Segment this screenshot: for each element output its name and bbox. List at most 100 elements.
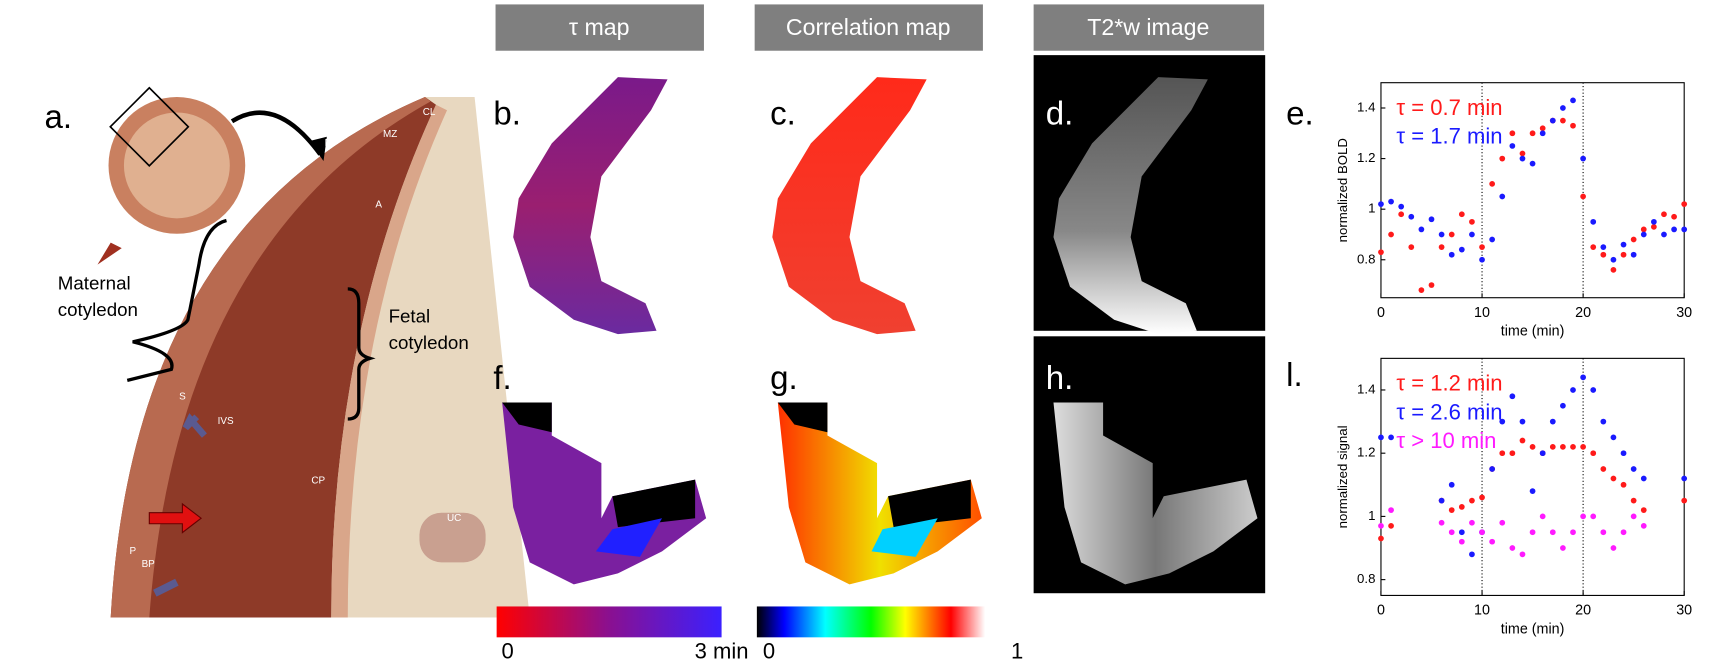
data-point bbox=[1499, 450, 1506, 457]
data-point bbox=[1489, 236, 1496, 243]
data-point bbox=[1489, 181, 1496, 187]
data-point bbox=[1529, 160, 1536, 167]
data-point bbox=[1479, 244, 1485, 250]
structure-label: CP bbox=[311, 475, 325, 486]
data-point bbox=[1408, 213, 1415, 220]
anatomy-label: cotyledon bbox=[58, 299, 138, 320]
data-point bbox=[1560, 444, 1566, 450]
data-point bbox=[1640, 475, 1647, 482]
data-point bbox=[1418, 287, 1425, 293]
data-point bbox=[1448, 529, 1455, 536]
legend-entry: τ > 10 min bbox=[1396, 428, 1496, 453]
data-point bbox=[1620, 481, 1627, 488]
data-point bbox=[1681, 226, 1688, 233]
data-point bbox=[1529, 529, 1536, 536]
data-point bbox=[1509, 393, 1516, 400]
data-point bbox=[1630, 251, 1637, 258]
data-point bbox=[1590, 450, 1597, 457]
legend-entry: τ = 1.7 min bbox=[1396, 124, 1502, 149]
x-tick-label: 20 bbox=[1575, 305, 1591, 321]
data-point bbox=[1408, 244, 1415, 250]
data-point bbox=[1549, 529, 1556, 536]
structure-label: UC bbox=[447, 513, 461, 524]
legend-entry: τ = 1.2 min bbox=[1396, 371, 1502, 396]
x-tick-label: 0 bbox=[1377, 305, 1385, 321]
data-point bbox=[1590, 513, 1597, 520]
structure-label: M bbox=[325, 138, 333, 149]
data-point bbox=[1388, 434, 1394, 441]
data-point bbox=[1640, 507, 1647, 513]
data-point bbox=[1549, 117, 1556, 124]
structure-label: P bbox=[129, 546, 136, 557]
data-point bbox=[1661, 231, 1667, 238]
data-point bbox=[1630, 513, 1637, 520]
data-point bbox=[1529, 444, 1536, 450]
data-point bbox=[1620, 251, 1627, 258]
data-point bbox=[1580, 374, 1586, 381]
data-point bbox=[1469, 551, 1475, 558]
data-point bbox=[1519, 437, 1526, 444]
structure-label: S bbox=[179, 392, 186, 403]
data-point bbox=[1620, 241, 1627, 248]
data-point bbox=[1600, 244, 1607, 250]
data-point bbox=[1671, 213, 1677, 220]
x-tick-label: 30 bbox=[1676, 305, 1692, 321]
data-point bbox=[1640, 226, 1647, 233]
data-point bbox=[1610, 475, 1617, 482]
x-tick-label: 0 bbox=[1377, 603, 1385, 619]
data-point bbox=[1570, 529, 1576, 536]
data-point bbox=[1640, 523, 1647, 529]
structure-label: IVS bbox=[218, 416, 234, 427]
data-point bbox=[1519, 155, 1526, 162]
panel-label: c. bbox=[770, 96, 796, 133]
panel-label: g. bbox=[770, 360, 798, 397]
data-point bbox=[1590, 387, 1597, 393]
data-point bbox=[1580, 513, 1586, 520]
structure-label: CL bbox=[423, 107, 436, 118]
data-point bbox=[1630, 497, 1637, 504]
data-point bbox=[1630, 466, 1637, 472]
data-point bbox=[1469, 497, 1475, 504]
data-point bbox=[1378, 535, 1384, 542]
data-point bbox=[1438, 497, 1445, 504]
data-point bbox=[1479, 529, 1485, 536]
y-tick-label: 0.8 bbox=[1357, 251, 1375, 266]
anatomy-label: Fetal bbox=[389, 306, 431, 327]
data-point bbox=[1610, 434, 1617, 441]
data-point bbox=[1610, 267, 1617, 273]
colorbar-label: 1 bbox=[1011, 639, 1023, 664]
data-point bbox=[1570, 122, 1576, 129]
data-point bbox=[1489, 466, 1496, 472]
anatomy-label: cotyledon bbox=[389, 332, 469, 353]
anatomy-label: Maternal bbox=[58, 272, 131, 293]
data-point bbox=[1388, 507, 1394, 513]
data-point bbox=[1388, 523, 1394, 529]
data-point bbox=[1529, 488, 1536, 494]
data-point bbox=[1458, 504, 1465, 510]
y-tick-label: 1.2 bbox=[1357, 150, 1375, 165]
data-point bbox=[1398, 203, 1405, 210]
data-point bbox=[1509, 545, 1516, 551]
data-point bbox=[1529, 130, 1536, 137]
data-point bbox=[1499, 193, 1506, 200]
structure-label: MZ bbox=[383, 129, 397, 140]
data-point bbox=[1620, 529, 1627, 536]
header: Correlation map bbox=[786, 14, 951, 40]
data-point bbox=[1448, 481, 1455, 488]
data-point bbox=[1499, 519, 1506, 526]
data-point bbox=[1600, 466, 1607, 472]
data-point bbox=[1519, 551, 1526, 558]
data-point bbox=[1499, 155, 1506, 162]
data-point bbox=[1600, 251, 1607, 258]
data-point bbox=[1378, 201, 1384, 207]
data-point bbox=[1438, 519, 1445, 526]
data-point bbox=[1570, 387, 1576, 393]
data-point bbox=[1651, 218, 1657, 225]
x-tick-label: 20 bbox=[1575, 603, 1591, 619]
colorbar-label: 0 bbox=[502, 639, 514, 664]
data-point bbox=[1630, 236, 1637, 243]
x-tick-label: 10 bbox=[1474, 305, 1490, 321]
data-point bbox=[1479, 256, 1485, 263]
